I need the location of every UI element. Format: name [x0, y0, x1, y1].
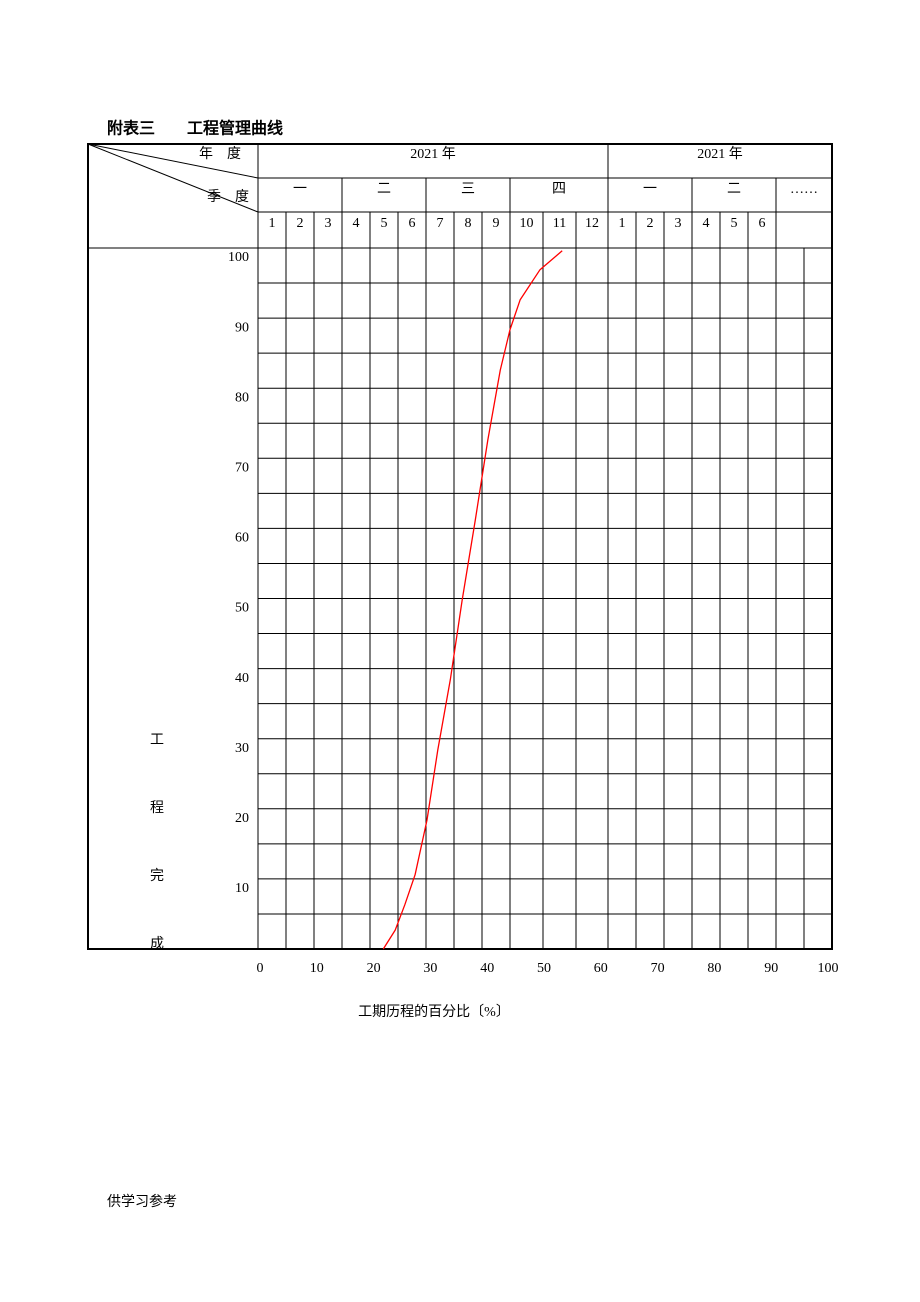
x-tick-label: 90 [764, 961, 778, 976]
month-label: 2 [297, 216, 304, 231]
x-axis-label: 工期历程的百分比〔%〕 [358, 1004, 510, 1020]
x-tick-label: 20 [367, 961, 381, 976]
quarter-label: 二 [377, 182, 391, 197]
month-label: 4 [703, 216, 710, 231]
month-label: 7 [437, 216, 444, 231]
month-label: 3 [325, 216, 332, 231]
y-tick-label: 30 [235, 741, 249, 756]
y-axis-label-char: 程 [150, 800, 164, 816]
quarter-label: 三 [461, 182, 475, 197]
progress-curve [382, 250, 563, 950]
y-tick-label: 20 [235, 811, 249, 826]
year-label: 2021 年 [697, 146, 743, 162]
x-tick-label: 30 [423, 961, 437, 976]
x-tick-label: 80 [707, 961, 721, 976]
month-label: 8 [465, 216, 472, 231]
month-label: 11 [553, 216, 566, 231]
y-tick-label: 90 [235, 320, 249, 335]
y-tick-label: 40 [235, 671, 249, 686]
month-label: 5 [381, 216, 388, 231]
y-tick-label: 100 [228, 250, 249, 265]
y-tick-label: 50 [235, 601, 249, 616]
y-tick-label: 10 [235, 881, 249, 896]
month-label: 4 [353, 216, 360, 231]
y-axis-label-char: 完 [150, 868, 164, 884]
x-tick-label: 60 [594, 961, 608, 976]
month-label: 12 [585, 216, 599, 231]
y-tick-label: 70 [235, 461, 249, 476]
corner-bottom: 季 度 [207, 189, 249, 205]
x-tick-label: 50 [537, 961, 551, 976]
quarter-label: 二 [727, 182, 741, 197]
quarter-label: 四 [552, 182, 566, 197]
month-label: 3 [675, 216, 682, 231]
month-label: 1 [619, 216, 626, 231]
corner-top: 年 度 [199, 146, 241, 162]
y-tick-label: 80 [235, 390, 249, 405]
y-axis-label-char: 成 [150, 936, 164, 952]
x-tick-label: 70 [651, 961, 665, 976]
diagonal [87, 143, 259, 213]
footer: 供学习参考 [107, 1193, 177, 1210]
month-label: 6 [409, 216, 416, 231]
month-label: 6 [759, 216, 766, 231]
page-title: 附表三 工程管理曲线 [107, 119, 283, 138]
quarter-label: 一 [643, 182, 657, 197]
quarter-label: …… [790, 182, 818, 197]
y-axis-label-char: 工 [150, 733, 164, 748]
year-label: 2021 年 [410, 146, 456, 162]
x-tick-label: 100 [818, 961, 839, 976]
month-label: 5 [731, 216, 738, 231]
month-label: 1 [269, 216, 276, 231]
month-label: 9 [493, 216, 500, 231]
x-tick-label: 40 [480, 961, 494, 976]
x-tick-label: 0 [257, 961, 264, 976]
month-label: 10 [520, 216, 534, 231]
table-frame [87, 143, 833, 950]
month-label: 2 [647, 216, 654, 231]
x-tick-label: 10 [310, 961, 324, 976]
quarter-label: 一 [293, 182, 307, 197]
diagonal [87, 143, 259, 179]
y-tick-label: 60 [235, 531, 249, 546]
